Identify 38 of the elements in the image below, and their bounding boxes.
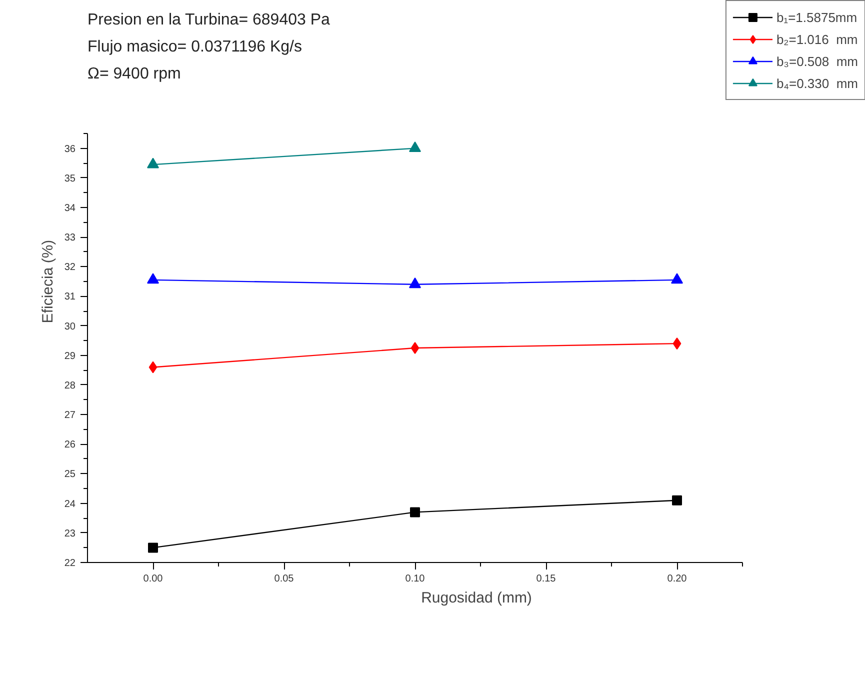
y-tick-label: 26 xyxy=(64,440,76,451)
point xyxy=(148,361,158,374)
y-tick-label: 25 xyxy=(64,469,76,480)
x-tick-label: 0.05 xyxy=(274,574,294,584)
text: Flujo masico= 0.0371196 Kg/s xyxy=(88,38,302,56)
legend-label: b₃=0.508 mm xyxy=(776,54,858,68)
point xyxy=(410,342,420,354)
y-tick-label: 27 xyxy=(64,410,76,422)
x-axis-title: Rugosidad (mm) xyxy=(421,590,532,606)
x-tick-label: 0.20 xyxy=(667,574,688,584)
y-tick-label: 31 xyxy=(64,292,76,303)
y-tick-label: 29 xyxy=(64,350,76,362)
y-tick-label: 32 xyxy=(64,262,76,274)
y-axis-title: Eficiecia (%) xyxy=(39,240,56,324)
text: Presion en la Turbina= 689403 Pa xyxy=(88,12,330,28)
legend-label: b₄=0.330 mm xyxy=(776,76,858,90)
point xyxy=(147,273,159,284)
point xyxy=(671,273,683,284)
y-tick-label: 34 xyxy=(64,202,76,214)
legend-label: b₁=1.5875mm xyxy=(776,10,858,24)
y-tick-label: 30 xyxy=(64,321,76,332)
point xyxy=(409,278,421,288)
y-tick-label: 36 xyxy=(64,144,76,155)
y-tick-label: 22 xyxy=(64,558,76,569)
point xyxy=(672,495,682,506)
y-tick-label: 33 xyxy=(64,232,76,244)
point xyxy=(672,338,682,350)
y-tick-label: 23 xyxy=(64,528,76,540)
text: Ω= 9400 rpm xyxy=(88,66,181,82)
x-tick-label: 0.00 xyxy=(143,574,164,584)
y-tick-label: 24 xyxy=(64,498,76,510)
y-tick-label: 28 xyxy=(64,380,76,392)
y-tick-label: 35 xyxy=(64,173,76,184)
x-tick-label: 0.15 xyxy=(536,574,556,584)
x-tick-label: 0.10 xyxy=(405,574,426,584)
point xyxy=(410,507,420,518)
legend-label: b₂=1.016 mm xyxy=(776,32,858,46)
point xyxy=(148,542,158,553)
